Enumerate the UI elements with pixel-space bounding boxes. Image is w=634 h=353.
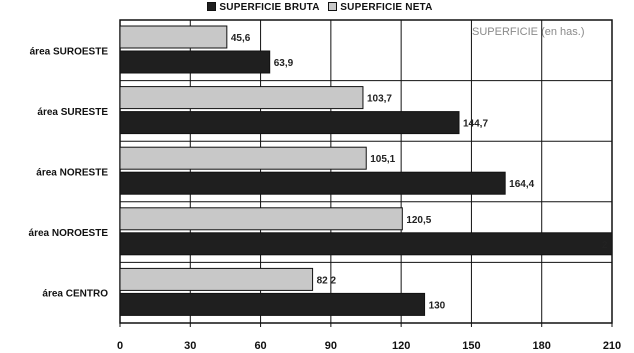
x-tick-label: 120 [392, 340, 410, 352]
data-label: 164,4 [509, 179, 534, 190]
data-label: 2 [602, 240, 608, 251]
data-label: 144,7 [463, 119, 488, 130]
legend-swatch-neta [328, 2, 338, 11]
legend-label-bruta: SUPERFICIE BRUTA [219, 2, 320, 14]
bar-bruta [119, 111, 460, 135]
x-tick-label: 180 [533, 340, 551, 352]
legend-label-neta: SUPERFICIE NETA [340, 2, 433, 14]
bar-neta [119, 207, 403, 231]
category-label: área NOROESTE [29, 228, 109, 239]
legend-swatch-bruta [207, 2, 217, 11]
x-tick-label: 150 [462, 340, 480, 352]
category-label: área NORESTE [36, 168, 108, 179]
bar-neta [119, 86, 364, 110]
x-tick-label: 60 [254, 340, 266, 352]
category-label: área SUROESTE [30, 46, 109, 57]
data-label: 120,5 [406, 215, 431, 226]
category-label: área CENTRO [42, 289, 108, 300]
bar-bruta [119, 292, 426, 316]
bar-neta [119, 267, 314, 291]
x-tick-label: 90 [325, 340, 337, 352]
x-tick-label: 210 [603, 340, 621, 352]
data-label: 105,1 [370, 154, 395, 165]
data-label: 45,6 [231, 33, 251, 44]
data-label: 82 2 [317, 275, 337, 286]
unit-note: SUPERFICIE (en has.) [472, 26, 585, 38]
plot-frame [119, 19, 613, 324]
data-label: 63,9 [274, 58, 294, 69]
x-tick-label: 0 [117, 340, 123, 352]
bar-bruta [119, 232, 613, 256]
bar-bruta [119, 50, 271, 74]
category-label: área SURESTE [37, 107, 108, 118]
data-label: 103,7 [367, 94, 392, 105]
bar-neta [119, 146, 367, 170]
data-label: 130 [429, 300, 446, 311]
bar-bruta [119, 171, 506, 195]
chart-legend: SUPERFICIE BRUTA SUPERFICIE NETA [0, 2, 634, 13]
x-tick-label: 30 [184, 340, 196, 352]
bar-neta [119, 25, 228, 49]
